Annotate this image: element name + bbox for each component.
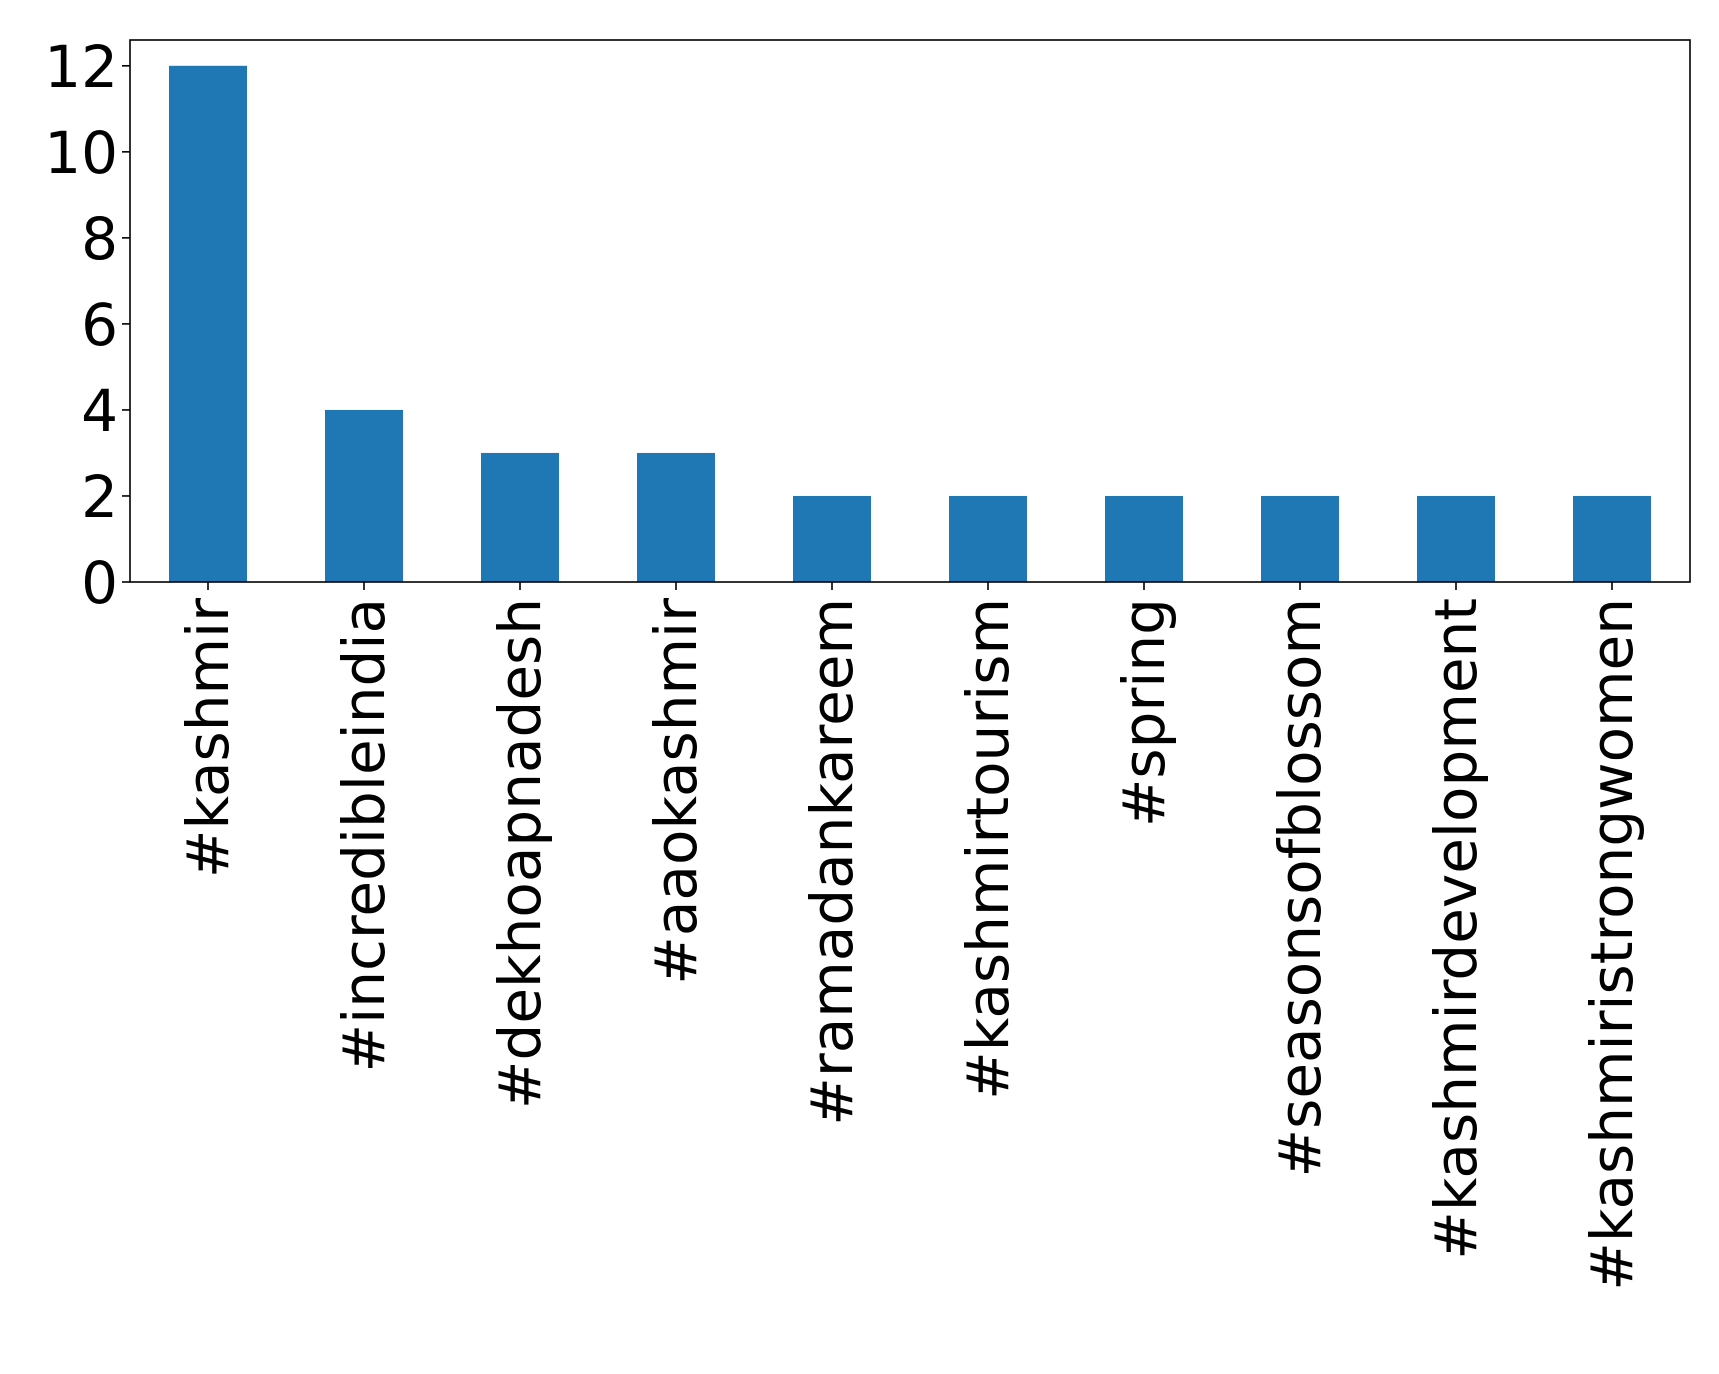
bar-ramadankareem (793, 495, 871, 582)
x-tick-label: #kashmir (174, 598, 242, 878)
y-tick-label: 10 (44, 119, 118, 187)
y-tick-label: 0 (81, 549, 118, 617)
y-axis: 0 2 4 6 8 10 12 (44, 33, 130, 617)
bar-kashmir (169, 65, 247, 583)
x-tick-label: #seasonsofblossom (1266, 598, 1334, 1177)
y-tick-label: 6 (81, 291, 118, 359)
y-tick-label: 4 (81, 377, 118, 445)
x-tick-label: #ramadankareem (798, 598, 866, 1126)
bar-seasonsofblossom (1261, 495, 1339, 582)
x-tick-label: #dekhoapnadesh (486, 598, 554, 1109)
x-axis: #kashmir #incredibleindia #dekhoapnadesh #a… (174, 582, 1646, 1291)
y-tick-label: 8 (81, 205, 118, 273)
bars-group (169, 65, 1651, 583)
plot-frame (129, 39, 1691, 583)
bar-spring (1105, 495, 1183, 582)
bar-aaokashmir (637, 452, 715, 582)
x-tick-label: #kashmiristrongwomen (1578, 598, 1646, 1291)
bar-kashmiristrongwomen (1573, 495, 1651, 582)
y-tick-label: 2 (81, 463, 118, 531)
x-tick-label: #aaokashmir (642, 598, 710, 985)
bar-kashmirtourism (949, 495, 1027, 582)
bar-kashmirdevelopment (1417, 495, 1495, 582)
x-tick-label: #kashmirdevelopment (1422, 598, 1490, 1260)
y-tick-label: 12 (44, 33, 118, 101)
x-tick-label: #kashmirtourism (954, 598, 1022, 1100)
x-tick-label: #spring (1110, 598, 1178, 827)
bar-dekhoapnadesh (481, 452, 559, 582)
x-tick-label: #incredibleindia (330, 598, 398, 1073)
bar-incredibleindia (325, 409, 403, 582)
